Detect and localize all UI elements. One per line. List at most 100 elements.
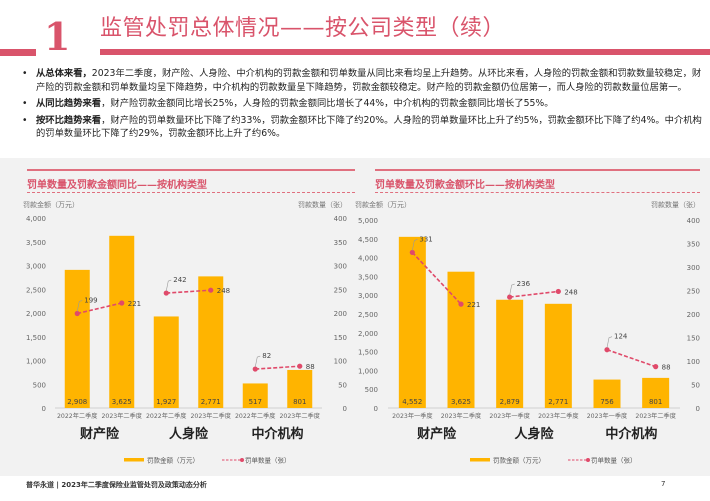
chart2-line-point xyxy=(653,364,659,370)
chart1-y-tick-label: 3,500 xyxy=(26,239,46,247)
chart1-bar xyxy=(64,269,90,408)
chart1-line-segment xyxy=(255,365,300,370)
chart2-bar xyxy=(447,271,475,408)
chart2-x-tick-label: 2023年一季度 xyxy=(587,412,628,420)
bullet-text: ，财产险罚款金额同比增长25%，人身险的罚款金额同比增长了44%，中介机构的罚款… xyxy=(101,98,554,109)
chart1-y2-tick-label: 250 xyxy=(334,286,347,294)
chart1-bar xyxy=(242,383,268,408)
chart2-legend-bar-swatch xyxy=(470,458,490,462)
chart1-y2-tick-label: 200 xyxy=(334,310,347,318)
chart2-y-tick-label: 500 xyxy=(365,386,378,394)
chart1-y2-tick-label: 350 xyxy=(334,239,347,247)
chart2-bar xyxy=(544,303,572,408)
chart1-bar-value-label: 1,927 xyxy=(156,398,176,406)
chart2-y2-tick-label: 100 xyxy=(687,358,700,366)
chart2-title-dashed-rule xyxy=(375,192,700,193)
chart1-y-tick-label: 1,500 xyxy=(26,334,46,342)
bullet-dot-icon: • xyxy=(22,98,28,109)
chart2-line-label-leader xyxy=(509,283,515,296)
chart1-line-segment xyxy=(166,289,211,294)
chart1-line-value-label: 221 xyxy=(128,300,141,308)
bullet-lead: 从总体来看， xyxy=(36,68,92,79)
chart2-line-value-label: 331 xyxy=(419,235,432,243)
chart2-y-tick-label: 5,000 xyxy=(358,217,378,225)
chart1-line-value-label: 248 xyxy=(217,287,230,295)
bullet-lead: 从同比趋势来看 xyxy=(36,98,102,109)
chart1-legend-line-label: 罚单数量（张） xyxy=(245,456,291,465)
chart1-y2-axis-title: 罚款数量（张） xyxy=(298,200,347,209)
chart2-y-tick-label: 2,500 xyxy=(358,311,378,319)
chart2-x-tick-label: 2023年一季度 xyxy=(489,412,530,420)
chart2-line-segment xyxy=(509,290,559,298)
chart2-bar-value-label: 4,552 xyxy=(402,398,422,406)
section-number: 1 xyxy=(44,14,71,59)
chart2-y2-tick-label: 50 xyxy=(691,382,700,390)
chart1-x-tick-label: 2023年二季度 xyxy=(280,412,321,420)
chart2-line-point xyxy=(604,347,610,353)
bullet-text: 2023年二季度，财产险、人身险、中介机构的罚款金额和罚单数量从同比来看均呈上升… xyxy=(36,68,702,93)
chart1-line-value-label: 242 xyxy=(173,276,186,284)
page-number: 7 xyxy=(661,480,666,488)
chart2-y2-tick-label: 400 xyxy=(687,217,700,225)
chart2-line-value-label: 236 xyxy=(517,280,531,288)
chart1-y2-tick-label: 300 xyxy=(334,263,347,271)
chart2-y-axis-title: 罚款金额（万元） xyxy=(355,200,411,209)
chart2-group-label: 财产险 xyxy=(417,426,457,442)
chart1-x-tick-label: 2022年二季度 xyxy=(146,412,187,420)
chart2-y2-tick-label: 150 xyxy=(687,335,700,343)
bullet-lead: 按环比趋势来看 xyxy=(36,114,102,126)
chart2-x-tick-label: 2023年二季度 xyxy=(441,412,482,420)
chart1-line-point xyxy=(163,290,169,296)
chart1-line-point xyxy=(297,363,303,369)
chart1-line-label-leader xyxy=(254,355,261,368)
chart1-line-segment xyxy=(77,302,122,315)
chart2-line-value-label: 88 xyxy=(662,364,671,372)
chart1-x-tick-label: 2022年二季度 xyxy=(235,412,276,420)
chart1-x-tick-label: 2023年二季度 xyxy=(102,412,143,420)
chart2-bar-value-label: 2,771 xyxy=(548,398,568,406)
chart1-bar-value-label: 517 xyxy=(249,398,262,406)
chart2-y2-tick-label: 350 xyxy=(687,241,700,249)
chart1-y2-tick-label: 50 xyxy=(338,381,347,389)
chart2-x-tick-label: 2023年二季度 xyxy=(635,412,676,420)
chart2-bar-value-label: 801 xyxy=(649,398,662,406)
chart2-y-tick-label: 4,000 xyxy=(358,255,378,263)
bullet-overall: • 从总体来看，2023年二季度，财产险、人身险、中介机构的罚款金额和罚单数量从… xyxy=(22,67,702,94)
chart1-bar xyxy=(287,369,313,408)
chart1-line-point xyxy=(252,366,258,372)
chart2-y2-tick-label: 250 xyxy=(687,288,700,296)
bullet-dot-icon: • xyxy=(22,114,28,126)
chart2-bar xyxy=(593,379,621,408)
chart1-y2-tick-label: 100 xyxy=(334,358,347,366)
chart1-bar-value-label: 801 xyxy=(293,398,306,406)
chart2-y-tick-label: 2,000 xyxy=(358,330,378,338)
chart1-line-point xyxy=(74,310,80,317)
chart1-y-tick-label: 500 xyxy=(33,381,46,389)
chart1-group-label: 中介机构 xyxy=(251,426,303,442)
chart1-title-dashed-rule xyxy=(27,192,355,193)
chart1-y-tick-label: 2,500 xyxy=(26,286,46,294)
chart1-y-tick-label: 4,000 xyxy=(26,215,46,223)
chart2-bar xyxy=(642,377,670,408)
header-accent-bar-right xyxy=(100,49,710,55)
chart2-line-value-label: 248 xyxy=(564,288,577,296)
bullet-dot-icon: • xyxy=(22,68,28,79)
chart1-line-point xyxy=(119,300,125,306)
chart1-y2-tick-label: 400 xyxy=(334,215,347,223)
chart2-group-label: 人身险 xyxy=(514,426,554,442)
chart2-line-segment xyxy=(606,348,656,368)
chart1-y2-tick-label: 0 xyxy=(343,405,347,413)
bullet-yoy: • 从同比趋势来看，财产险罚款金额同比增长25%，人身险的罚款金额同比增长了44… xyxy=(22,97,702,111)
bullet-text: ，财产险的罚单数量环比下降了约33%，罚款金额环比下降了约20%。人身险的罚单数… xyxy=(36,114,702,140)
chart2-line-point xyxy=(458,301,464,307)
chart2-title: 罚单数量及罚款金额环比——按机构类型 xyxy=(375,180,555,191)
chart1-group-label: 财产险 xyxy=(80,426,120,442)
chart2-line-point xyxy=(507,294,513,300)
chart1-line-point xyxy=(208,287,214,293)
chart2-bar xyxy=(398,236,426,408)
chart1-line-label-leader xyxy=(76,300,83,312)
chart2-y-tick-label: 3,500 xyxy=(358,273,378,281)
chart1-y-tick-label: 0 xyxy=(42,405,46,413)
chart2-group-label: 中介机构 xyxy=(605,426,657,442)
